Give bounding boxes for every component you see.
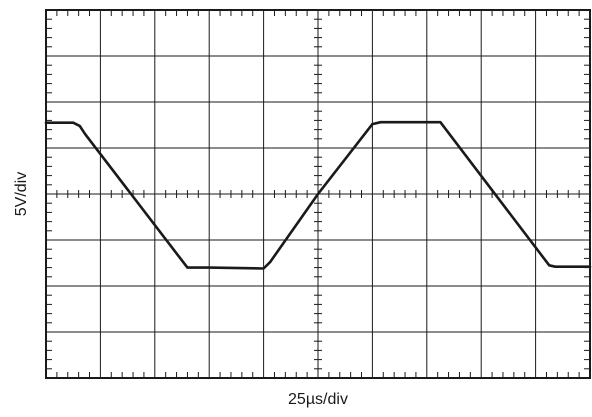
trace-layer (44, 120, 592, 270)
waveform-trace (44, 120, 592, 270)
plot-frame (45, 9, 591, 379)
y-axis-label: 5V/div (13, 172, 30, 216)
x-axis-label: 25µs/div (288, 391, 348, 408)
